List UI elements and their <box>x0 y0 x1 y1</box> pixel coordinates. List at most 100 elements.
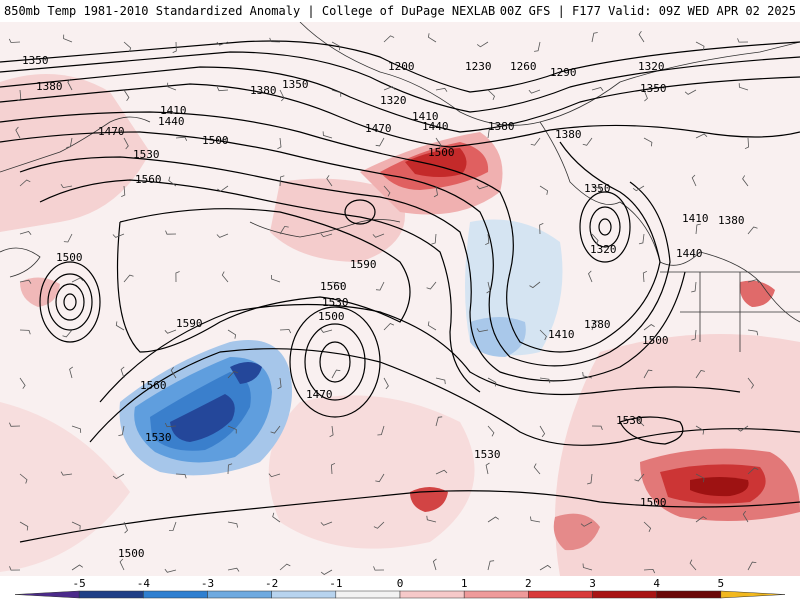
contour-label: 1470 <box>98 125 125 138</box>
wind-barb <box>738 83 749 91</box>
wind-barb <box>168 176 177 187</box>
wind-barb <box>529 281 541 289</box>
wind-barb <box>695 133 708 139</box>
colorbar-tick-label: 4 <box>653 577 660 590</box>
wind-barb <box>539 185 549 195</box>
wind-barb <box>19 473 28 484</box>
wind-barb <box>487 89 495 101</box>
wind-barb <box>227 370 239 379</box>
contour-label: 1530 <box>616 414 643 427</box>
colorbar-swatch <box>528 590 593 599</box>
contour-label: 1440 <box>422 120 449 133</box>
wind-barb <box>216 137 229 142</box>
contour-label: 1350 <box>640 82 667 95</box>
wind-barb <box>744 137 750 150</box>
contour-label: 1590 <box>176 317 203 330</box>
wind-barb <box>279 225 289 235</box>
colorbar-swatch <box>207 590 272 599</box>
wind-barb <box>272 512 281 523</box>
wind-barb <box>632 185 645 192</box>
contour-label: 1320 <box>590 243 617 256</box>
wind-barb <box>691 329 697 341</box>
wind-barb <box>486 281 491 294</box>
wind-barb <box>216 86 229 92</box>
contour-labels: 1350 1380 1200 1230 1260 1290 1320 1350 … <box>22 54 745 560</box>
contour-label: 1470 <box>306 388 333 401</box>
wind-barb <box>15 126 21 139</box>
wind-barb <box>383 86 396 91</box>
wind-barb <box>164 329 177 334</box>
wind-barb <box>426 281 437 290</box>
wind-barb <box>118 425 125 436</box>
wind-barb <box>747 329 759 336</box>
wind-barb <box>19 231 32 235</box>
wind-barb <box>582 371 593 379</box>
wind-barb <box>170 366 177 379</box>
colorbar-tick-label: -5 <box>73 577 86 590</box>
wind-barb <box>691 281 697 293</box>
contour-label: 1560 <box>140 379 167 392</box>
map-title: 850mb Temp 1981-2010 Standardized Anomal… <box>4 4 496 18</box>
wind-barb <box>695 41 705 51</box>
wind-barb <box>383 35 395 43</box>
wind-barb <box>227 329 237 339</box>
contour-label: 1290 <box>550 66 577 79</box>
wind-barb <box>747 377 754 389</box>
wind-barb <box>747 226 758 235</box>
colorbar-tick-label: 2 <box>525 577 532 590</box>
weather-map[interactable]: 1350 1380 1200 1230 1260 1290 1320 1350 … <box>0 22 800 576</box>
wind-barb <box>19 521 29 531</box>
wind-barb <box>17 89 22 102</box>
colorbar-tick-label: -3 <box>201 577 214 590</box>
wind-barb <box>322 131 333 139</box>
contour-label: 1320 <box>638 60 665 73</box>
wind-barb <box>435 137 442 149</box>
wind-barb <box>372 233 385 238</box>
colorbar-tick-label: 3 <box>589 577 596 590</box>
wind-barb <box>277 137 282 150</box>
contour-label: 1500 <box>202 134 229 147</box>
colorbar-legend: -5 -4 -3 -2 -1 0 1 2 3 4 5 <box>0 576 800 600</box>
wind-barb <box>383 323 395 331</box>
wind-barb <box>528 89 541 94</box>
wind-barb <box>63 233 73 243</box>
contour-label: 1530 <box>145 431 172 444</box>
wind-barb <box>476 185 489 190</box>
wind-barb <box>643 137 653 147</box>
wind-barb <box>9 422 21 427</box>
map-header: 850mb Temp 1981-2010 Standardized Anomal… <box>0 0 800 22</box>
wind-barb <box>270 425 281 434</box>
wind-barb <box>279 89 285 102</box>
wind-barb <box>695 223 701 235</box>
wind-barb <box>487 516 500 523</box>
colorbar-swatch <box>271 590 337 599</box>
wind-barb <box>431 233 437 245</box>
wind-barb <box>227 567 240 572</box>
wind-barb <box>165 230 177 235</box>
colorbar-tick-label: -1 <box>329 577 342 590</box>
colorbar-tick-label: -4 <box>137 577 151 590</box>
wind-barb <box>331 281 343 288</box>
wind-barb <box>643 89 648 102</box>
wind-barb <box>638 233 645 245</box>
wind-barb <box>642 270 648 283</box>
wind-barb <box>60 183 73 189</box>
wind-barb <box>71 425 82 433</box>
wind-barb <box>164 568 177 573</box>
wind-barb <box>747 279 760 284</box>
wind-barb <box>485 233 490 246</box>
wind-barb <box>329 425 334 438</box>
contour-label: 1500 <box>118 547 145 560</box>
wind-barb <box>373 521 385 529</box>
wind-barb <box>375 137 385 147</box>
wind-barb <box>383 185 391 197</box>
colorbar-swatch <box>143 590 208 599</box>
wind-barb <box>695 425 705 435</box>
wind-barb <box>634 473 645 482</box>
wind-barb <box>588 270 593 283</box>
wind-barb <box>71 521 81 530</box>
wind-barb <box>435 87 448 92</box>
wind-barb <box>435 377 446 385</box>
wind-barb <box>377 425 385 436</box>
wind-barb <box>487 377 497 387</box>
